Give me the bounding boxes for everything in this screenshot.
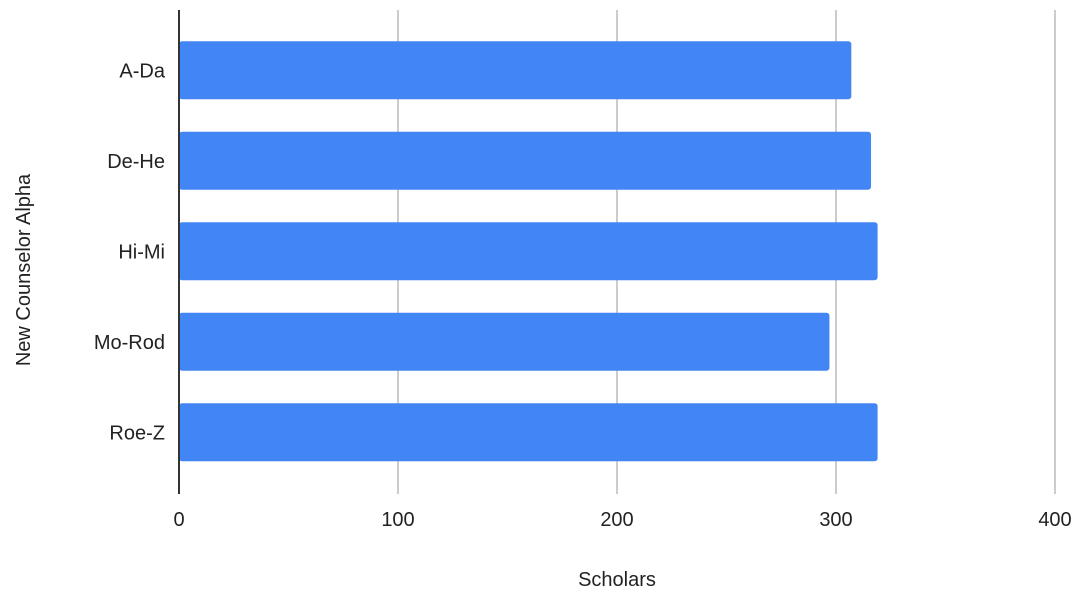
x-tick-label: 300 xyxy=(819,509,852,531)
category-label: Roe-Z xyxy=(109,422,165,444)
x-axis-title: Scholars xyxy=(578,569,656,591)
category-labels: A-Da De-He Hi-Mi Mo-Rod Roe-Z xyxy=(94,60,166,444)
bars xyxy=(179,41,878,462)
x-tick-label: 0 xyxy=(173,509,184,531)
category-label: Hi-Mi xyxy=(118,241,165,263)
category-label: A-Da xyxy=(119,60,165,82)
bar-a-da xyxy=(179,41,852,100)
y-axis-title: New Counselor Alpha xyxy=(13,173,35,366)
x-tick-labels: 0 100 200 300 400 xyxy=(173,509,1071,531)
bar-mo-rod xyxy=(179,312,830,371)
category-label: De-He xyxy=(107,151,165,173)
x-tick-label: 100 xyxy=(381,509,414,531)
x-tick-label: 400 xyxy=(1038,509,1071,531)
bar-de-he xyxy=(179,131,872,190)
x-tick-label: 200 xyxy=(600,509,633,531)
bar-hi-mi xyxy=(179,222,878,281)
bar-roe-z xyxy=(179,403,878,462)
category-label: Mo-Rod xyxy=(94,332,165,354)
